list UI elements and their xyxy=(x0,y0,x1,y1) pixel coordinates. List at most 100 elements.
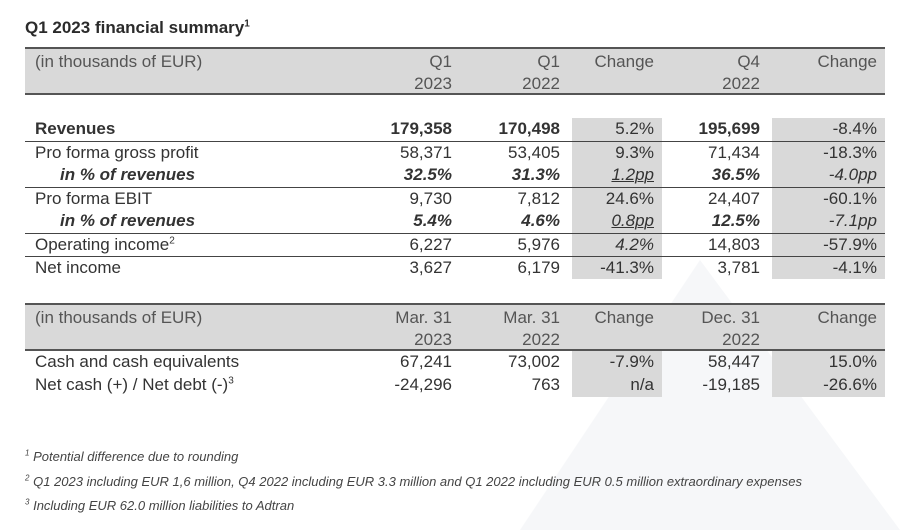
value-cell: -19,185 xyxy=(702,375,760,394)
table-header: (in thousands of EUR) Q1 2023 Q1 2022 Change Q… xyxy=(25,47,885,95)
table-row: Pro forma EBIT 9,730 7,812 24.6% 24,407 -60.1… xyxy=(25,187,885,210)
header-spacer xyxy=(25,95,885,118)
header-line-1: Mar. 31 xyxy=(503,308,560,327)
change-cell: -4.0pp xyxy=(772,164,885,187)
row-label-text: in % of revenues xyxy=(60,211,196,230)
footnote-text: Q1 2023 including EUR 1,6 million, Q4 20… xyxy=(33,474,802,489)
value-cell: 170,498 xyxy=(498,119,560,138)
table-row: in % of revenues 5.4% 4.6% 0.8pp 12.5% -7.1pp xyxy=(25,210,885,233)
title-text: Q1 2023 financial summary xyxy=(25,18,245,37)
row-label: in % of revenues xyxy=(25,210,360,233)
row-label: Revenues xyxy=(25,118,360,141)
change-cell: -8.4% xyxy=(772,118,885,141)
header-line-1: Dec. 31 xyxy=(701,308,760,327)
change-cell: 15.0% xyxy=(772,351,885,374)
header-cell: (in thousands of EUR) xyxy=(25,305,360,351)
balance-table: (in thousands of EUR) Mar. 31 2023 Mar. 31 2… xyxy=(25,303,885,397)
value-cell: 71,434 xyxy=(708,143,760,162)
value-cell: 31.3% xyxy=(511,165,560,184)
footnote-mark: 3 xyxy=(25,497,30,507)
footnote-mark: 2 xyxy=(25,473,30,483)
row-label: Pro forma gross profit xyxy=(25,142,360,164)
value-cell: 6,227 xyxy=(409,235,452,254)
header-cell: Change xyxy=(568,305,662,351)
table-row: Net income 3,627 6,179 -41.3% 3,781 -4.1% xyxy=(25,256,885,279)
change-cell: -26.6% xyxy=(772,374,885,397)
row-label-text: in % of revenues xyxy=(60,165,196,184)
header-line-2: 2023 xyxy=(414,74,452,93)
value-cell: 7,812 xyxy=(517,189,560,208)
change-cell: -7.1pp xyxy=(772,210,885,233)
value-cell: 5,976 xyxy=(517,235,560,254)
table-row: Net cash (+) / Net debt (-)3 -24,296 763 n/… xyxy=(25,374,885,397)
header-line-2: 2023 xyxy=(414,330,452,349)
change-cell: -57.9% xyxy=(772,234,885,256)
row-label-text: Pro forma EBIT xyxy=(35,189,153,208)
header-line-1: Q1 xyxy=(429,52,452,71)
change-cell: 5.2% xyxy=(572,118,662,141)
value-cell: 36.5% xyxy=(711,165,760,184)
value-cell: 763 xyxy=(531,375,560,394)
value-cell: 53,405 xyxy=(508,143,560,162)
change-cell: -41.3% xyxy=(572,257,662,279)
table-row: Revenues 179,358 170,498 5.2% 195,699 -8.4% xyxy=(25,118,885,141)
table-header: (in thousands of EUR) Mar. 31 2023 Mar. 31 2… xyxy=(25,303,885,351)
row-label-text: Pro forma gross profit xyxy=(35,143,199,162)
value-cell: 4.6% xyxy=(521,211,560,230)
row-label-text: Operating income xyxy=(35,235,170,254)
row-label: in % of revenues xyxy=(25,164,360,187)
change-cell: -18.3% xyxy=(772,142,885,164)
footnote-2: 2 Q1 2023 including EUR 1,6 million, Q4 … xyxy=(25,474,802,489)
row-label: Operating income2 xyxy=(25,234,360,256)
row-label-text: Cash and cash equivalents xyxy=(35,352,240,371)
value-cell: 3,781 xyxy=(717,258,760,277)
table-row: Operating income2 6,227 5,976 4.2% 14,803 -57… xyxy=(25,233,885,256)
change-cell: -7.9% xyxy=(572,351,662,374)
footnote-text: Including EUR 62.0 million liabilities t… xyxy=(33,498,295,513)
value-cell: 6,179 xyxy=(517,258,560,277)
header-line-1: Mar. 31 xyxy=(395,308,452,327)
header-cell: (in thousands of EUR) xyxy=(25,49,360,95)
header-line-1: (in thousands of EUR) xyxy=(35,52,203,71)
value-cell: 58,447 xyxy=(708,352,760,371)
income-table: (in thousands of EUR) Q1 2023 Q1 2022 Change Q… xyxy=(25,47,885,279)
header-line-1: Change xyxy=(594,308,654,327)
header-cell: Q4 2022 xyxy=(662,49,768,95)
row-label-text: Net cash (+) / Net debt (-) xyxy=(35,375,229,394)
change-cell: 4.2% xyxy=(572,234,662,256)
header-line-2: 2022 xyxy=(722,330,760,349)
change-cell: 24.6% xyxy=(572,188,662,210)
header-cell: Q1 2022 xyxy=(460,49,568,95)
header-line-1: (in thousands of EUR) xyxy=(35,308,203,327)
header-line-1: Q4 xyxy=(737,52,760,71)
value-cell: 67,241 xyxy=(400,352,452,371)
change-cell: 1.2pp xyxy=(572,164,662,187)
header-line-1: Q1 xyxy=(537,52,560,71)
change-cell: -4.1% xyxy=(772,257,885,279)
change-cell: 9.3% xyxy=(572,142,662,164)
header-cell: Q1 2023 xyxy=(360,49,460,95)
header-line-1: Change xyxy=(817,308,877,327)
header-line-2: 2022 xyxy=(522,74,560,93)
value-cell: 9,730 xyxy=(409,189,452,208)
footnote-mark: 1 xyxy=(25,448,30,458)
header-cell: Dec. 31 2022 xyxy=(662,305,768,351)
row-label: Pro forma EBIT xyxy=(25,188,360,210)
value-cell: 3,627 xyxy=(409,258,452,277)
title-footnote-mark: 1 xyxy=(244,18,250,30)
row-label: Net income xyxy=(25,257,360,279)
page-title: Q1 2023 financial summary1 xyxy=(25,18,250,38)
header-line-2: 2022 xyxy=(722,74,760,93)
change-cell: -60.1% xyxy=(772,188,885,210)
table-row: Cash and cash equivalents 67,241 73,002 -7.… xyxy=(25,351,885,374)
row-label-text: Revenues xyxy=(35,119,116,138)
value-cell: 179,358 xyxy=(390,119,452,138)
value-cell: 32.5% xyxy=(403,165,452,184)
footnote-text: Potential difference due to rounding xyxy=(33,449,239,464)
value-cell: 195,699 xyxy=(698,119,760,138)
row-label: Net cash (+) / Net debt (-)3 xyxy=(25,374,360,397)
value-cell: 14,803 xyxy=(708,235,760,254)
header-line-1: Change xyxy=(817,52,877,71)
row-footnote-mark: 2 xyxy=(169,235,175,247)
